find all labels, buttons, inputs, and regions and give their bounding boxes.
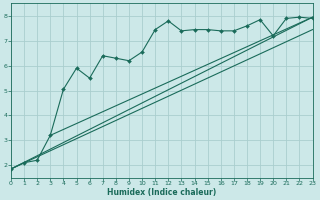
X-axis label: Humidex (Indice chaleur): Humidex (Indice chaleur)	[107, 188, 216, 197]
